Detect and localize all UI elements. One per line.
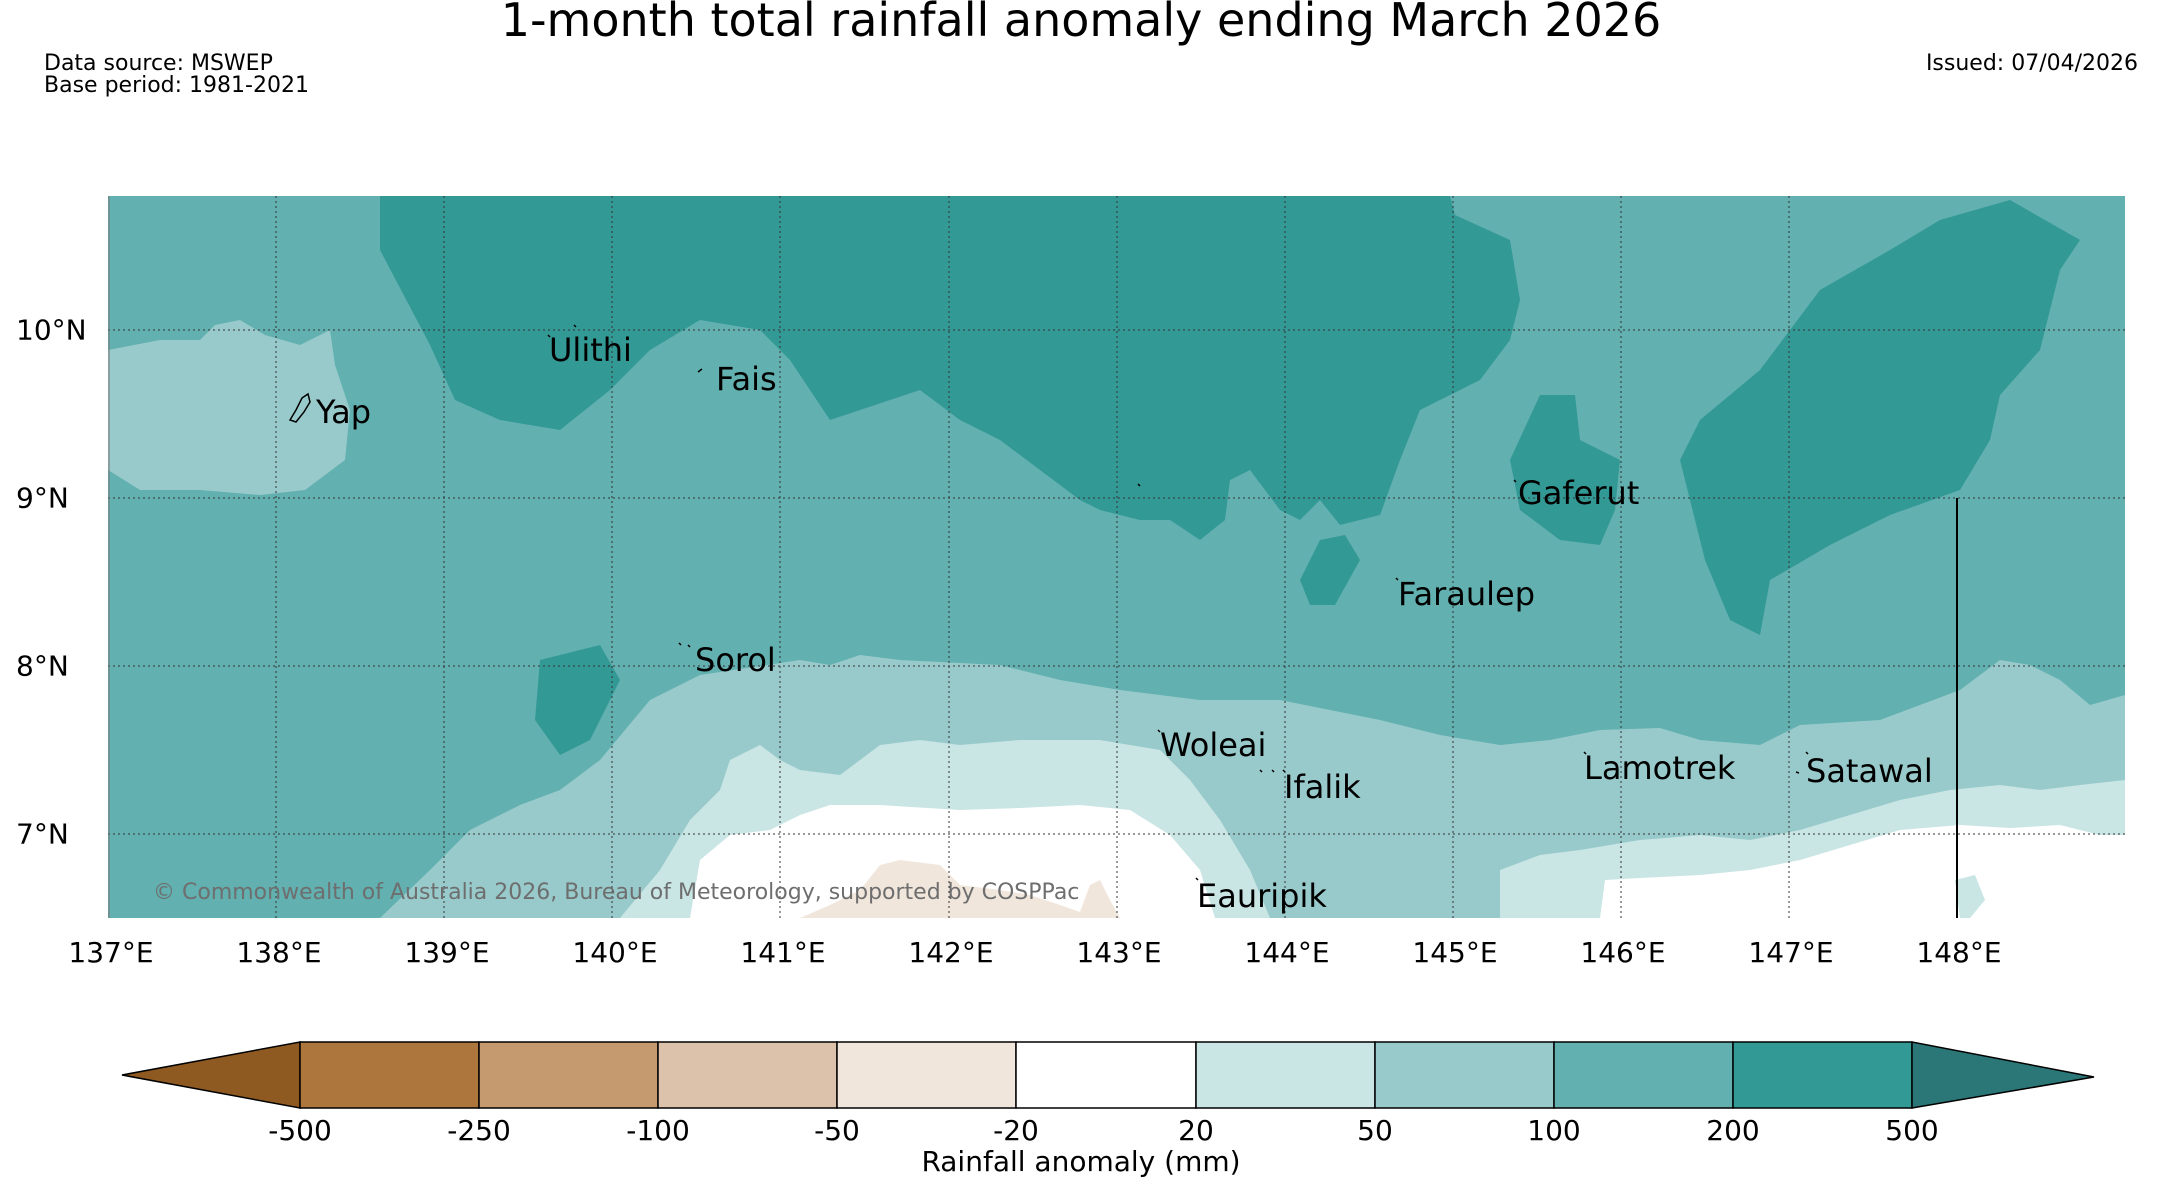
colorbar-tick-label: 200: [1706, 1114, 1760, 1147]
map-title: 1-month total rainfall anomaly ending Ma…: [500, 0, 1662, 47]
lat-tick-label: 9°N: [16, 481, 69, 515]
anomaly-region-200-500: [380, 196, 1520, 540]
data-source: Data source: MSWEP: [44, 51, 273, 76]
colorbar-bin: [1195, 1041, 1376, 1109]
lat-tick-label: 7°N: [16, 817, 69, 851]
anomaly-region-neutral: [690, 805, 1215, 918]
lon-tick-label: 141°E: [740, 936, 826, 969]
colorbar-tick-label: -20: [993, 1114, 1039, 1147]
anomaly-region-20-50: [1955, 875, 1985, 918]
place-label-satawal: Satawal: [1806, 752, 1933, 790]
place-label-woleai: Woleai: [1160, 726, 1267, 764]
anomaly-region-200-500: [1680, 200, 2080, 635]
anomaly-region-dry: [800, 860, 1120, 918]
anomaly-region-neutral: [1600, 825, 2125, 918]
colorbar-tick-label: 20: [1178, 1114, 1214, 1147]
island-outline: [547, 324, 1809, 881]
colorbar-tick-label: 50: [1357, 1114, 1393, 1147]
colorbar-tick-label: 500: [1885, 1114, 1939, 1147]
place-label-faraulep: Faraulep: [1398, 575, 1536, 613]
colorbar-title: Rainfall anomaly (mm): [921, 1145, 1241, 1178]
colorbar-tick-label: -500: [268, 1114, 332, 1147]
colorbar-tick-label: -50: [814, 1114, 860, 1147]
lon-tick-label: 145°E: [1412, 936, 1498, 969]
lon-tick-label: 138°E: [236, 936, 322, 969]
island-markers: [288, 324, 1809, 881]
issued-date: Issued: 07/04/2026: [1925, 51, 2138, 76]
colorbar-bin: [299, 1041, 480, 1109]
lon-tick-label: 137°E: [68, 936, 154, 969]
colorbar-extend-high: [1911, 1041, 2095, 1109]
lat-tick-label: 10°N: [16, 313, 87, 347]
colorbar-bin: [1732, 1041, 1913, 1109]
place-label-yap: Yap: [316, 393, 372, 431]
place-label-fais: Fais: [716, 360, 777, 398]
lon-tick-label: 146°E: [1580, 936, 1666, 969]
colorbar-bin: [1553, 1041, 1734, 1109]
island-outline-yap: [288, 392, 311, 423]
lon-tick-label: 139°E: [404, 936, 490, 969]
lon-tick-label: 147°E: [1748, 936, 1834, 969]
colorbar-bin: [478, 1041, 659, 1109]
place-label-ifalik: Ifalik: [1284, 768, 1361, 806]
colorbar: [121, 1041, 2095, 1109]
place-label-gaferut: Gaferut: [1518, 474, 1640, 512]
colorbar-extend-low: [121, 1041, 301, 1109]
anomaly-region-200-500: [1510, 395, 1620, 545]
lon-tick-label: 142°E: [908, 936, 994, 969]
lon-tick-label: 148°E: [1916, 936, 2002, 969]
place-label-eauripik: Eauripik: [1197, 877, 1327, 915]
colorbar-bin: [1374, 1041, 1555, 1109]
lon-tick-label: 143°E: [1076, 936, 1162, 969]
place-label-lamotrek: Lamotrek: [1584, 749, 1736, 787]
lon-tick-label: 144°E: [1244, 936, 1330, 969]
gridlines: [108, 196, 2125, 918]
copyright-credit: © Commonwealth of Australia 2026, Bureau…: [153, 880, 1080, 905]
colorbar-bin: [836, 1041, 1017, 1109]
anomaly-region-50-100: [108, 320, 350, 495]
colorbar-tick-label: 100: [1527, 1114, 1581, 1147]
place-label-ulithi: Ulithi: [549, 331, 632, 369]
colorbar-bin: [1015, 1041, 1197, 1109]
colorbar-tick-label: -250: [447, 1114, 511, 1147]
colorbar-bin: [657, 1041, 838, 1109]
lon-tick-label: 140°E: [572, 936, 658, 969]
anomaly-region-200-500: [535, 645, 620, 755]
map-metadata: Data source: MSWEP Base period: 1981-202…: [44, 53, 309, 97]
base-period: Base period: 1981-2021: [44, 73, 309, 98]
anomaly-region-200-500: [1300, 535, 1360, 605]
colorbar-tick-label: -100: [626, 1114, 690, 1147]
place-label-sorol: Sorol: [695, 641, 776, 679]
lat-tick-label: 8°N: [16, 649, 69, 683]
